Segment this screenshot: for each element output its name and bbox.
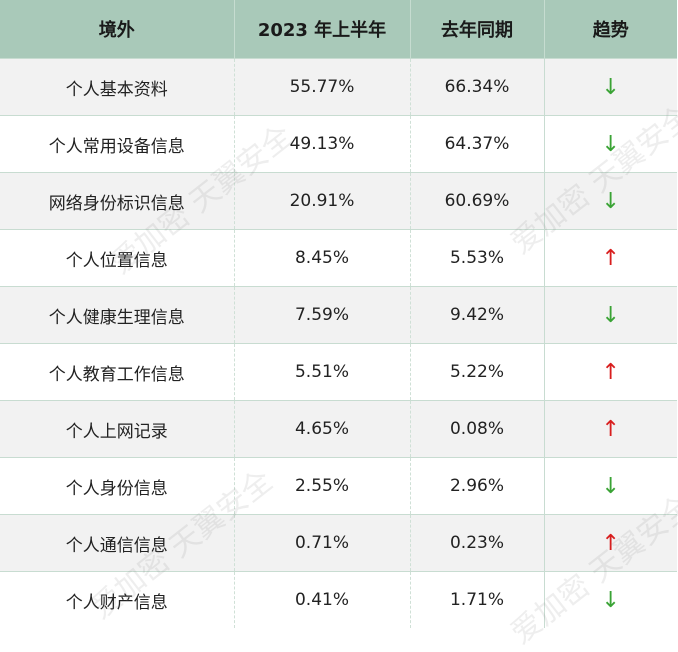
row-category-cell: 个人财产信息 (0, 571, 234, 628)
arrow-up-icon: ↑ (601, 416, 620, 442)
arrow-down-icon: ↓ (601, 188, 620, 214)
row-category-cell: 个人基本资料 (0, 58, 234, 116)
row-last-year-cell: 0.08% (409, 400, 544, 458)
row-h1-2023-cell: 8.45% (233, 229, 410, 287)
row-trend-cell: ↓ (543, 115, 677, 173)
row-category-cell: 个人位置信息 (0, 229, 234, 287)
table-row: 个人上网记录 4.65% 0.08% ↑ (0, 400, 677, 458)
row-trend-cell: ↑ (543, 514, 677, 572)
table-header-row: 境外 2023 年上半年 去年同期 趋势 (0, 0, 677, 59)
row-last-year-cell: 66.34% (409, 58, 544, 116)
arrow-down-icon: ↓ (601, 131, 620, 157)
row-category-cell: 个人上网记录 (0, 400, 234, 458)
row-last-year-cell: 1.71% (409, 571, 544, 628)
row-trend-cell: ↓ (543, 58, 677, 116)
row-last-year-cell: 5.53% (409, 229, 544, 287)
arrow-up-icon: ↑ (601, 359, 620, 385)
table-row: 个人常用设备信息 49.13% 64.37% ↓ (0, 115, 677, 173)
row-h1-2023-cell: 5.51% (233, 343, 410, 401)
row-h1-2023-cell: 2.55% (233, 457, 410, 515)
table-row: 个人教育工作信息 5.51% 5.22% ↑ (0, 343, 677, 401)
row-trend-cell: ↓ (543, 286, 677, 344)
column-header-last-year: 去年同期 (409, 0, 544, 59)
row-h1-2023-cell: 0.41% (233, 571, 410, 628)
row-h1-2023-cell: 49.13% (233, 115, 410, 173)
row-category-cell: 个人教育工作信息 (0, 343, 234, 401)
data-table: 境外 2023 年上半年 去年同期 趋势 个人基本资料 55.77% 66.34% ↓… (0, 0, 677, 628)
table-row: 网络身份标识信息 20.91% 60.69% ↓ (0, 172, 677, 230)
row-trend-cell: ↑ (543, 343, 677, 401)
column-header-h1-2023: 2023 年上半年 (233, 0, 410, 59)
row-last-year-cell: 60.69% (409, 172, 544, 230)
arrow-down-icon: ↓ (601, 302, 620, 328)
row-h1-2023-cell: 55.77% (233, 58, 410, 116)
arrow-up-icon: ↑ (601, 530, 620, 556)
row-trend-cell: ↑ (543, 229, 677, 287)
table-row: 个人位置信息 8.45% 5.53% ↑ (0, 229, 677, 287)
table-row: 个人财产信息 0.41% 1.71% ↓ (0, 571, 677, 628)
row-h1-2023-cell: 7.59% (233, 286, 410, 344)
table-row: 个人通信信息 0.71% 0.23% ↑ (0, 514, 677, 572)
arrow-up-icon: ↑ (601, 245, 620, 271)
row-last-year-cell: 9.42% (409, 286, 544, 344)
table-row: 个人身份信息 2.55% 2.96% ↓ (0, 457, 677, 515)
row-last-year-cell: 2.96% (409, 457, 544, 515)
row-category-cell: 个人健康生理信息 (0, 286, 234, 344)
row-category-cell: 个人通信信息 (0, 514, 234, 572)
row-h1-2023-cell: 0.71% (233, 514, 410, 572)
row-h1-2023-cell: 4.65% (233, 400, 410, 458)
row-trend-cell: ↑ (543, 400, 677, 458)
row-trend-cell: ↓ (543, 172, 677, 230)
table-row: 个人健康生理信息 7.59% 9.42% ↓ (0, 286, 677, 344)
arrow-down-icon: ↓ (601, 74, 620, 100)
column-header-category: 境外 (0, 0, 234, 59)
row-category-cell: 个人常用设备信息 (0, 115, 234, 173)
row-last-year-cell: 5.22% (409, 343, 544, 401)
row-trend-cell: ↓ (543, 571, 677, 628)
row-trend-cell: ↓ (543, 457, 677, 515)
arrow-down-icon: ↓ (601, 587, 620, 613)
row-h1-2023-cell: 20.91% (233, 172, 410, 230)
table-body: 个人基本资料 55.77% 66.34% ↓ 个人常用设备信息 49.13% 64.37% ↓… (0, 58, 677, 628)
row-category-cell: 个人身份信息 (0, 457, 234, 515)
row-last-year-cell: 0.23% (409, 514, 544, 572)
row-category-cell: 网络身份标识信息 (0, 172, 234, 230)
row-last-year-cell: 64.37% (409, 115, 544, 173)
column-header-trend: 趋势 (543, 0, 677, 59)
table-row: 个人基本资料 55.77% 66.34% ↓ (0, 58, 677, 116)
arrow-down-icon: ↓ (601, 473, 620, 499)
